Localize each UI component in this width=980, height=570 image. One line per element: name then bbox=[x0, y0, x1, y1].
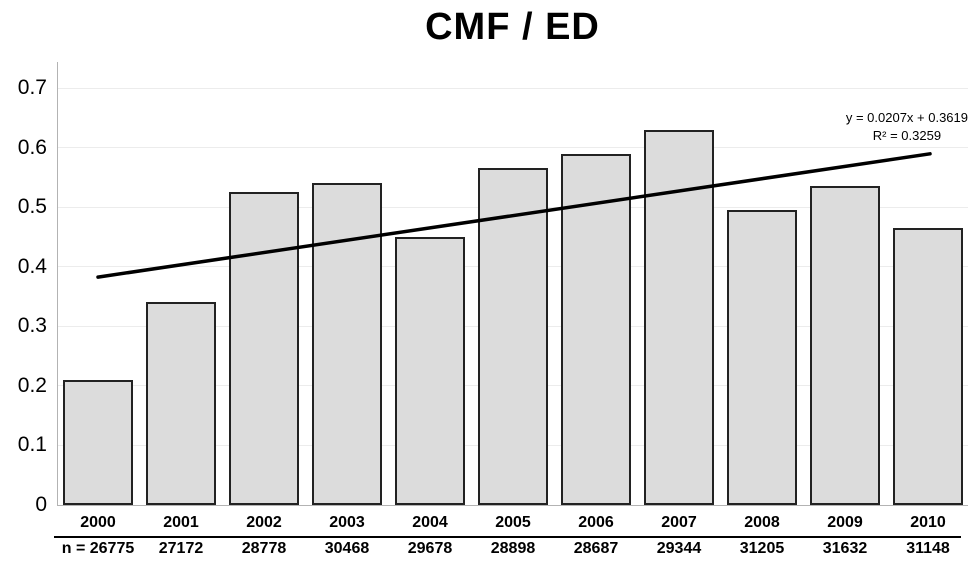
y-tick-label: 0.6 bbox=[17, 135, 47, 159]
n-value-2008: 31205 bbox=[739, 540, 785, 557]
x-tick-label-2007: 2007 bbox=[661, 514, 697, 531]
y-tick-label: 0.1 bbox=[17, 433, 47, 457]
n-value-2007: 29344 bbox=[656, 540, 702, 557]
x-tick-label-2006: 2006 bbox=[578, 514, 614, 531]
grid-line bbox=[58, 147, 968, 149]
x-tick-label-2003: 2003 bbox=[329, 514, 365, 531]
bar-2003 bbox=[312, 183, 382, 505]
x-tick-label-2001: 2001 bbox=[163, 514, 199, 531]
x-tick-label-2004: 2004 bbox=[412, 514, 448, 531]
grid-line bbox=[58, 87, 968, 89]
x-tick-label-2009: 2009 bbox=[827, 514, 863, 531]
bar-2009 bbox=[810, 186, 880, 505]
bar-2005 bbox=[478, 168, 548, 505]
bar-2010 bbox=[893, 228, 963, 505]
y-tick-label: 0.4 bbox=[17, 254, 47, 278]
n-value-2000: n = 26775 bbox=[61, 540, 135, 557]
x-tick-label-2008: 2008 bbox=[744, 514, 780, 531]
y-tick-label: 0 bbox=[35, 493, 47, 516]
x-tick-label-2000: 2000 bbox=[80, 514, 116, 531]
trendline-label-block: y = 0.0207x + 0.3619 R² = 0.3259 bbox=[846, 109, 968, 145]
bar-2000 bbox=[63, 380, 133, 505]
trendline-equation: y = 0.0207x + 0.3619 bbox=[845, 110, 968, 125]
x-tick-label-2005: 2005 bbox=[495, 514, 531, 531]
x-tick-label-2002: 2002 bbox=[246, 514, 282, 531]
bar-2004 bbox=[395, 237, 465, 505]
n-value-2010: 31148 bbox=[906, 540, 950, 557]
n-row-divider bbox=[54, 536, 961, 538]
bar-2007 bbox=[644, 130, 714, 505]
n-value-2006: 28687 bbox=[573, 540, 619, 557]
bar-2002 bbox=[229, 192, 299, 505]
y-tick-label: 0.3 bbox=[17, 314, 47, 338]
y-tick-label: 0.7 bbox=[17, 76, 47, 99]
n-value-2004: 29678 bbox=[407, 540, 453, 557]
y-tick-label: 0.5 bbox=[17, 195, 47, 219]
bar-2008 bbox=[727, 210, 797, 505]
bar-2006 bbox=[561, 154, 631, 505]
n-value-2003: 30468 bbox=[324, 540, 370, 557]
trendline-r-squared: R² = 0.3259 bbox=[872, 128, 942, 143]
x-axis-line bbox=[57, 505, 968, 506]
bar-2001 bbox=[146, 302, 216, 505]
y-tick-label: 0.2 bbox=[17, 373, 47, 397]
x-tick-label-2010: 2010 bbox=[910, 514, 946, 531]
n-value-2001: 27172 bbox=[158, 540, 204, 557]
chart-title: CMF / ED bbox=[425, 6, 600, 48]
n-value-2002: 28778 bbox=[241, 540, 287, 557]
n-value-2009: 31632 bbox=[822, 540, 868, 557]
y-axis-line bbox=[57, 62, 58, 506]
n-value-2005: 28898 bbox=[490, 540, 536, 557]
